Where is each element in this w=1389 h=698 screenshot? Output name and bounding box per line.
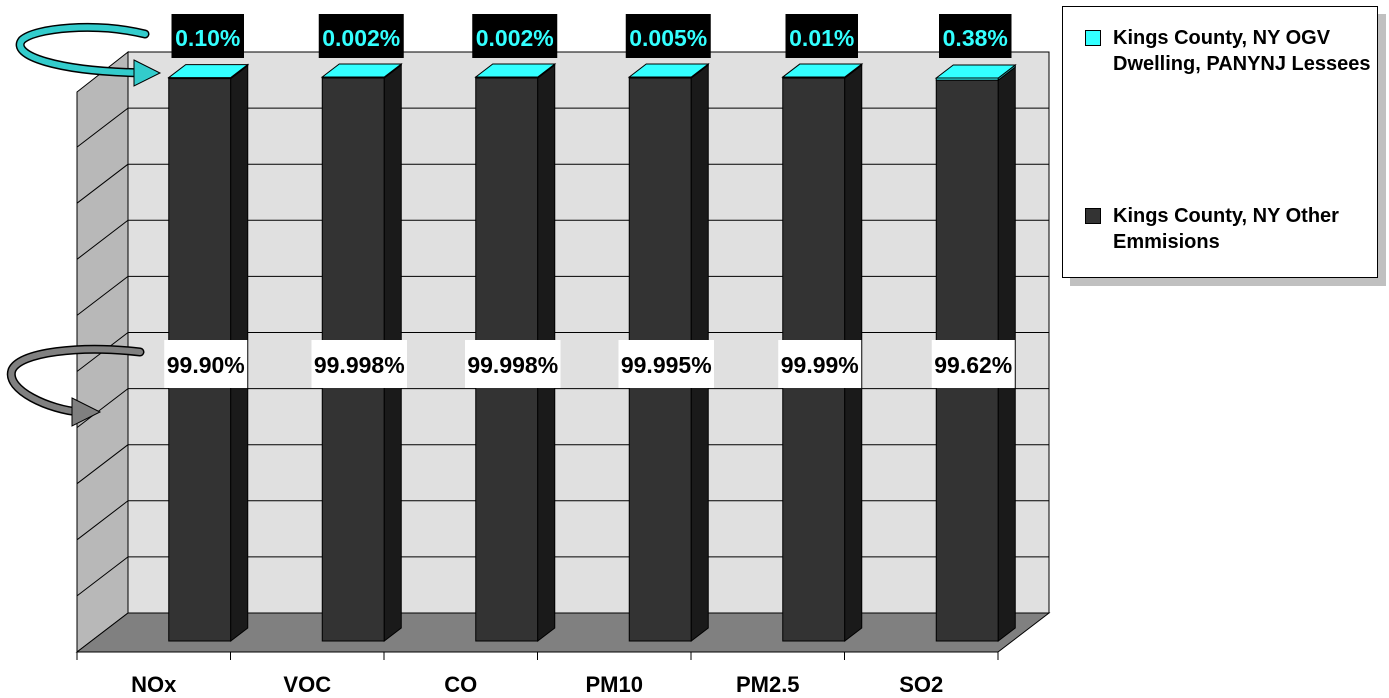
bar-top [781, 63, 864, 78]
x-tick-label: NOx [131, 672, 177, 697]
data-label-other-emissions: 99.90% [167, 352, 245, 378]
gridline-side [76, 388, 129, 428]
data-label-box [939, 14, 1012, 58]
bar-top [320, 63, 403, 78]
legend-swatch-cyan [1085, 30, 1101, 46]
data-label-other-emissions: 99.995% [621, 352, 712, 378]
legend-swatch-dark [1085, 208, 1101, 224]
data-label-box [778, 340, 862, 388]
data-label-box [472, 14, 558, 58]
legend-label: Kings County, NY Other Emmisions [1113, 205, 1339, 253]
data-label-other-emissions: 99.998% [314, 352, 405, 378]
data-label-ogv-dwelling: 0.005% [629, 25, 707, 51]
data-label-other-emissions: 99.998% [467, 352, 558, 378]
legend-item-ogv-dwelling: Kings County, NY OGV Dwelling, PANYNJ Le… [1085, 25, 1373, 77]
gray-curved-arrow-icon [6, 344, 145, 427]
x-axis-ticks: NOx VOC CO PM10 PM2.5 SO2 [76, 652, 999, 697]
data-label-box [318, 14, 404, 58]
data-label-other-emissions: 99.62% [934, 352, 1012, 378]
bar-top [627, 63, 710, 78]
data-label-box [164, 340, 248, 388]
data-label-ogv-dwelling: 0.10% [175, 25, 240, 51]
gridlines [76, 107, 1049, 597]
bar-top [934, 64, 1017, 79]
data-label-ogv-dwelling: 0.38% [943, 25, 1008, 51]
gridline-side [76, 556, 129, 597]
data-label-ogv-dwelling: 0.002% [476, 25, 554, 51]
data-label-box [625, 14, 711, 58]
x-tick-label: VOC [283, 672, 331, 697]
legend-item-other-emissions: Kings County, NY Other Emmisions [1085, 203, 1373, 255]
legend: Kings County, NY OGV Dwelling, PANYNJ Le… [1062, 6, 1378, 278]
bar-top [167, 64, 250, 79]
data-label-box [618, 340, 714, 388]
data-label-box [785, 14, 858, 58]
gridline-side [76, 444, 129, 485]
data-label-ogv-dwelling: 0.01% [789, 25, 854, 51]
x-tick-label: CO [444, 672, 477, 697]
gridline-side [76, 107, 129, 148]
data-label-box [311, 340, 407, 388]
cyan-curved-arrow-icon [15, 23, 162, 87]
legend-label: Kings County, NY OGV Dwelling, PANYNJ Le… [1113, 27, 1371, 75]
data-label-other-emissions: 99.99% [781, 352, 859, 378]
data-label-ogv-dwelling: 0.002% [322, 25, 400, 51]
data-label-box [931, 340, 1015, 388]
gridline-side [76, 163, 129, 204]
x-tick-label: PM2.5 [736, 672, 800, 697]
data-labels: 0.10% 99.90% 0.002% 99.998% 0.002% 99.998% 0.0… [164, 14, 1015, 388]
bar-top [474, 63, 557, 78]
data-label-box [171, 14, 244, 58]
gridline-side [76, 500, 129, 541]
x-tick-label: PM10 [586, 672, 643, 697]
gridline-side [76, 276, 129, 316]
x-tick-label: SO2 [899, 672, 943, 697]
data-label-box [465, 340, 561, 388]
gridline-side [76, 219, 129, 260]
